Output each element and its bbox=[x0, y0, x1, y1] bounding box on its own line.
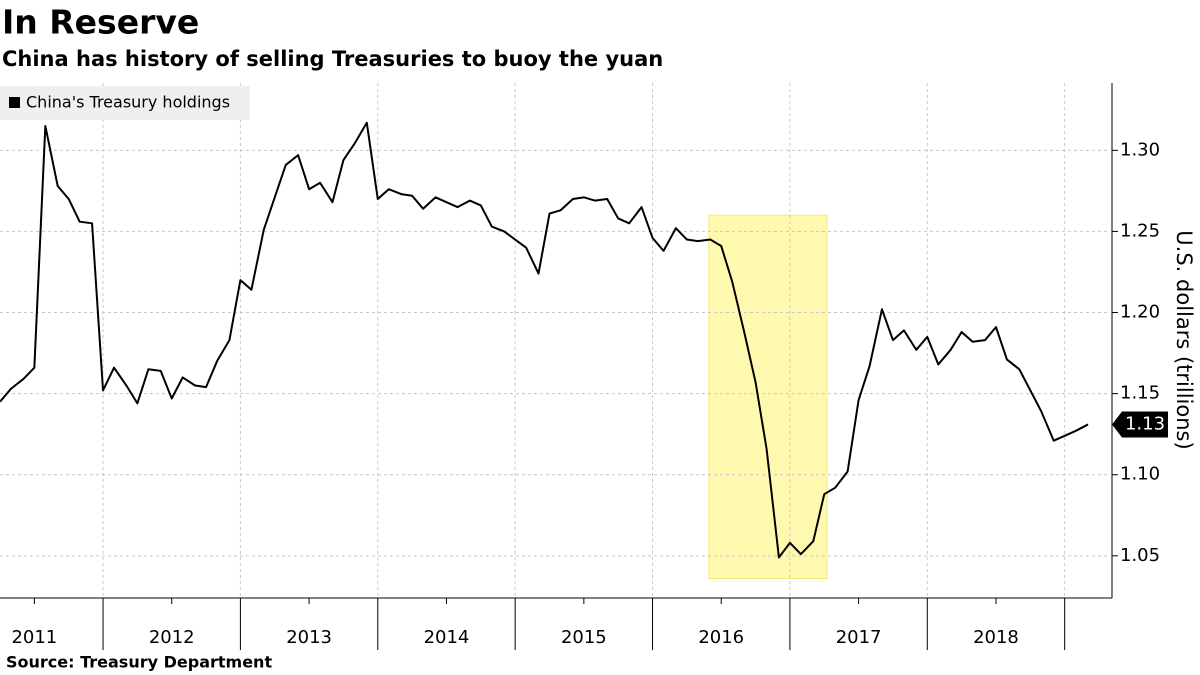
last-value-tag bbox=[1112, 411, 1168, 438]
y-axis-label: U.S. dollars (trillions) bbox=[1172, 230, 1196, 449]
chart-title: In Reserve bbox=[2, 3, 199, 42]
highlight-band bbox=[708, 214, 828, 580]
last-value-label: 1.13 bbox=[1125, 413, 1165, 434]
chart-subtitle: China has history of selling Treasuries … bbox=[2, 47, 663, 71]
legend: China's Treasury holdings bbox=[0, 86, 250, 120]
x-tick-label: 2017 bbox=[836, 627, 882, 648]
y-tick-label: 1.30 bbox=[1120, 139, 1160, 160]
x-tick-label: 2015 bbox=[561, 627, 607, 648]
y-tick-label: 1.05 bbox=[1120, 545, 1160, 566]
x-tick-label: 2013 bbox=[286, 627, 332, 648]
y-tick-label: 1.20 bbox=[1120, 302, 1160, 323]
legend-swatch bbox=[9, 97, 20, 108]
legend-box bbox=[0, 86, 250, 120]
y-tick-label: 1.25 bbox=[1120, 220, 1160, 241]
x-tick-label: 2012 bbox=[149, 627, 195, 648]
x-tick-label: 2014 bbox=[424, 627, 470, 648]
x-tick-label: 2018 bbox=[973, 627, 1019, 648]
y-tick-label: 1.10 bbox=[1120, 464, 1160, 485]
legend-label: China's Treasury holdings bbox=[26, 93, 230, 112]
y-tick-label: 1.15 bbox=[1120, 383, 1160, 404]
x-tick-label: 2011 bbox=[11, 627, 57, 648]
x-tick-label: 2016 bbox=[698, 627, 744, 648]
source: Source: Treasury Department bbox=[6, 653, 272, 672]
data-line bbox=[0, 121, 1089, 559]
